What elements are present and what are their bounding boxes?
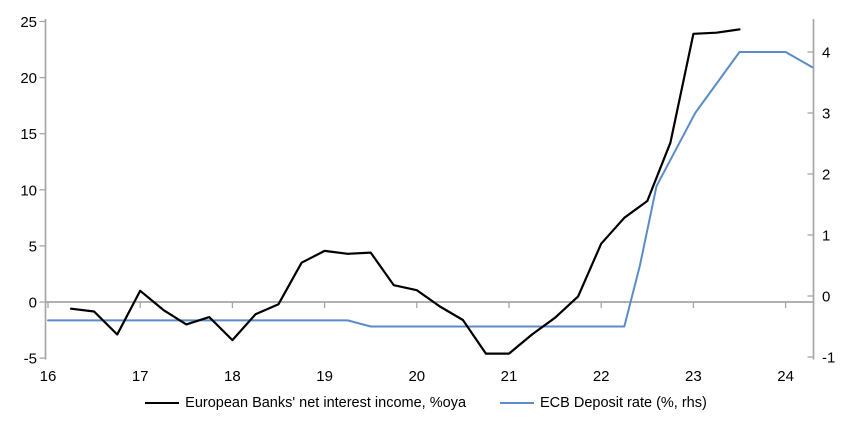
legend-item-nii: European Banks' net interest income, %oy… (145, 395, 466, 411)
left-axis-tick-label: -5 (24, 351, 37, 368)
series-line-banks-nii (69, 28, 741, 355)
right-axis-tick-label: 4 (822, 45, 830, 62)
left-axis-tick-label: 5 (29, 238, 37, 255)
ecb-rate-line-swatch (500, 402, 535, 404)
x-axis-tick-label: 19 (316, 368, 333, 385)
x-axis-tick-label: 23 (685, 368, 702, 385)
right-axis-tick-label: -1 (822, 350, 835, 367)
legend-label-nii: European Banks' net interest income, %oy… (185, 395, 467, 411)
left-axis-tick-label: 20 (20, 70, 37, 87)
x-axis-tick-label: 16 (40, 368, 57, 385)
right-axis-tick-label: 1 (822, 228, 830, 245)
x-axis-tick-label: 20 (408, 368, 425, 385)
right-axis-tick-label: 2 (822, 167, 830, 184)
x-axis-tick-label: 21 (501, 368, 518, 385)
left-axis-tick-label: 25 (20, 14, 37, 31)
right-axis-tick-label: 3 (822, 106, 830, 123)
left-axis-tick-label: 15 (20, 126, 37, 143)
series-line-ecb-deposit-rate (47, 51, 814, 328)
x-axis-tick-label: 22 (593, 368, 610, 385)
left-axis-tick-label: 0 (29, 295, 37, 312)
x-axis-tick-label: 24 (777, 368, 794, 385)
x-axis-tick-label: 18 (224, 368, 241, 385)
nii-line-swatch (145, 401, 180, 405)
right-axis-tick-label: 0 (822, 289, 830, 306)
legend-item-ecb-rate: ECB Deposit rate (%, rhs) (500, 395, 707, 411)
x-axis-tick-label: 17 (132, 368, 149, 385)
left-axis-tick-label: 10 (20, 182, 37, 199)
legend-label-ecb-rate: ECB Deposit rate (%, rhs) (540, 395, 707, 411)
chart-legend: European Banks' net interest income, %oy… (0, 395, 852, 411)
